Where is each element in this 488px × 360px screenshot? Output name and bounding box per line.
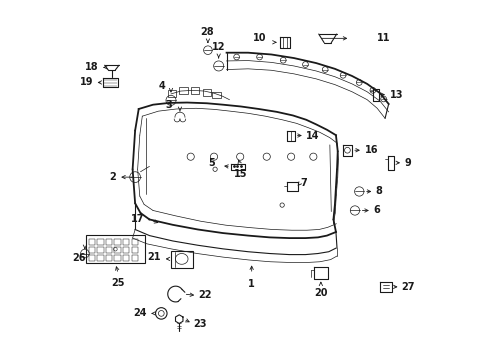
Text: 22: 22 <box>198 291 212 301</box>
Text: 1: 1 <box>248 279 255 289</box>
Text: 16: 16 <box>364 145 377 155</box>
Bar <box>131 255 138 261</box>
Bar <box>88 247 95 253</box>
Bar <box>97 247 103 253</box>
Bar <box>114 239 121 245</box>
Bar <box>105 239 112 245</box>
Text: 7: 7 <box>300 178 306 188</box>
Text: 24: 24 <box>133 308 147 318</box>
Bar <box>122 239 129 245</box>
Text: 15: 15 <box>233 168 246 179</box>
Bar <box>105 247 112 253</box>
Bar <box>167 90 176 97</box>
Text: 26: 26 <box>72 253 85 263</box>
Bar <box>97 255 103 261</box>
Bar <box>86 235 145 263</box>
Text: 17: 17 <box>131 215 144 224</box>
Text: 20: 20 <box>313 288 327 298</box>
Bar <box>97 239 103 245</box>
Bar <box>122 255 129 261</box>
Text: 21: 21 <box>147 252 160 262</box>
Text: 3: 3 <box>165 100 172 110</box>
Bar <box>114 247 121 253</box>
Bar <box>212 92 221 98</box>
Text: 8: 8 <box>375 186 382 197</box>
Bar <box>114 255 121 261</box>
Bar <box>190 87 199 94</box>
Text: 6: 6 <box>372 206 379 216</box>
Bar <box>88 255 95 261</box>
Bar <box>171 251 192 268</box>
Bar <box>122 247 129 253</box>
Text: 10: 10 <box>253 33 266 43</box>
Text: 9: 9 <box>403 158 410 168</box>
Text: 18: 18 <box>84 62 98 72</box>
Bar <box>105 255 112 261</box>
Text: 23: 23 <box>193 319 206 329</box>
Text: 2: 2 <box>109 172 116 182</box>
Text: 25: 25 <box>111 278 125 288</box>
Text: 19: 19 <box>80 77 93 87</box>
Text: 12: 12 <box>211 42 225 51</box>
Text: 14: 14 <box>305 131 319 140</box>
Text: 28: 28 <box>200 27 213 37</box>
Bar <box>131 239 138 245</box>
Text: 5: 5 <box>208 158 215 168</box>
Bar <box>202 89 211 96</box>
Bar <box>179 87 187 94</box>
Text: 13: 13 <box>389 90 403 100</box>
Bar <box>131 247 138 253</box>
Text: 27: 27 <box>401 282 414 292</box>
Text: 4: 4 <box>158 81 164 91</box>
Bar <box>88 239 95 245</box>
Text: 11: 11 <box>376 33 390 43</box>
